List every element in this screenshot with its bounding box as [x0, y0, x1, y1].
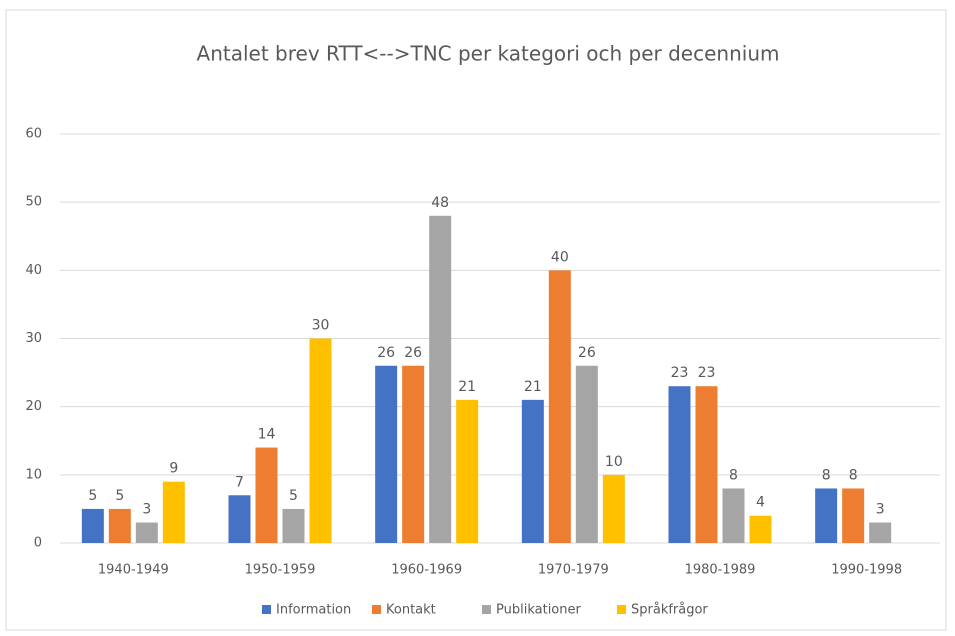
chart-title: Antalet brev RTT<-->TNC per kategori och…: [197, 42, 780, 66]
data-label: 26: [578, 345, 596, 361]
data-label: 8: [822, 467, 831, 483]
data-label: 4: [756, 495, 765, 511]
data-label: 14: [258, 427, 276, 443]
legend-swatch: [262, 605, 271, 614]
legend-swatch: [372, 605, 381, 614]
data-label: 7: [235, 474, 244, 490]
data-label: 5: [289, 488, 298, 504]
data-label: 23: [671, 365, 689, 381]
x-tick-label: 1980-1989: [685, 563, 756, 578]
bar: [521, 399, 544, 543]
bar: [456, 399, 479, 543]
bar: [228, 495, 251, 543]
data-label: 3: [876, 502, 885, 518]
data-label: 5: [115, 488, 124, 504]
bar: [548, 270, 571, 543]
bar: [255, 447, 278, 543]
data-label: 3: [142, 502, 151, 518]
data-label: 10: [605, 454, 623, 470]
data-label: 23: [698, 365, 716, 381]
legend-label: Kontakt: [386, 603, 436, 618]
bar: [135, 522, 158, 543]
bar: [402, 365, 425, 543]
bar: [429, 215, 452, 544]
data-label: 21: [458, 379, 476, 395]
data-label: 8: [729, 467, 738, 483]
bar: [668, 386, 691, 543]
bar: [602, 474, 625, 543]
x-tick-label: 1970-1979: [538, 563, 609, 578]
y-tick-label: 30: [25, 331, 42, 346]
legend-swatch: [482, 605, 491, 614]
data-label: 26: [377, 345, 395, 361]
data-label: 9: [169, 461, 178, 477]
bar: [695, 386, 718, 543]
bar: [842, 488, 865, 543]
y-tick-label: 50: [25, 195, 42, 210]
legend-label: Publikationer: [496, 603, 581, 618]
bar: [162, 481, 185, 543]
bar: [869, 522, 892, 543]
bar: [108, 508, 131, 543]
data-label: 40: [551, 249, 569, 265]
bar: [575, 365, 598, 543]
data-label: 30: [312, 318, 330, 334]
y-tick-label: 20: [25, 399, 42, 414]
data-label: 21: [524, 379, 542, 395]
bar: [815, 488, 838, 543]
y-tick-label: 60: [25, 127, 42, 142]
y-tick-label: 10: [25, 467, 42, 482]
x-tick-label: 1950-1959: [245, 563, 316, 578]
data-label: 26: [404, 345, 422, 361]
bar: [722, 488, 745, 543]
bar: [309, 338, 332, 543]
y-tick-label: 0: [34, 536, 42, 551]
bar: [749, 515, 772, 543]
bar: [375, 365, 398, 543]
y-tick-label: 40: [25, 263, 42, 278]
legend-label: Språkfrågor: [631, 603, 708, 618]
data-label: 48: [431, 195, 449, 211]
x-tick-label: 1940-1949: [98, 563, 169, 578]
x-tick-label: 1960-1969: [391, 563, 462, 578]
legend-label: Information: [276, 603, 351, 618]
x-tick-label: 1990-1998: [831, 563, 902, 578]
legend-swatch: [617, 605, 626, 614]
bar: [282, 508, 305, 543]
data-label: 5: [88, 488, 97, 504]
bar: [81, 508, 104, 543]
data-label: 8: [849, 467, 858, 483]
